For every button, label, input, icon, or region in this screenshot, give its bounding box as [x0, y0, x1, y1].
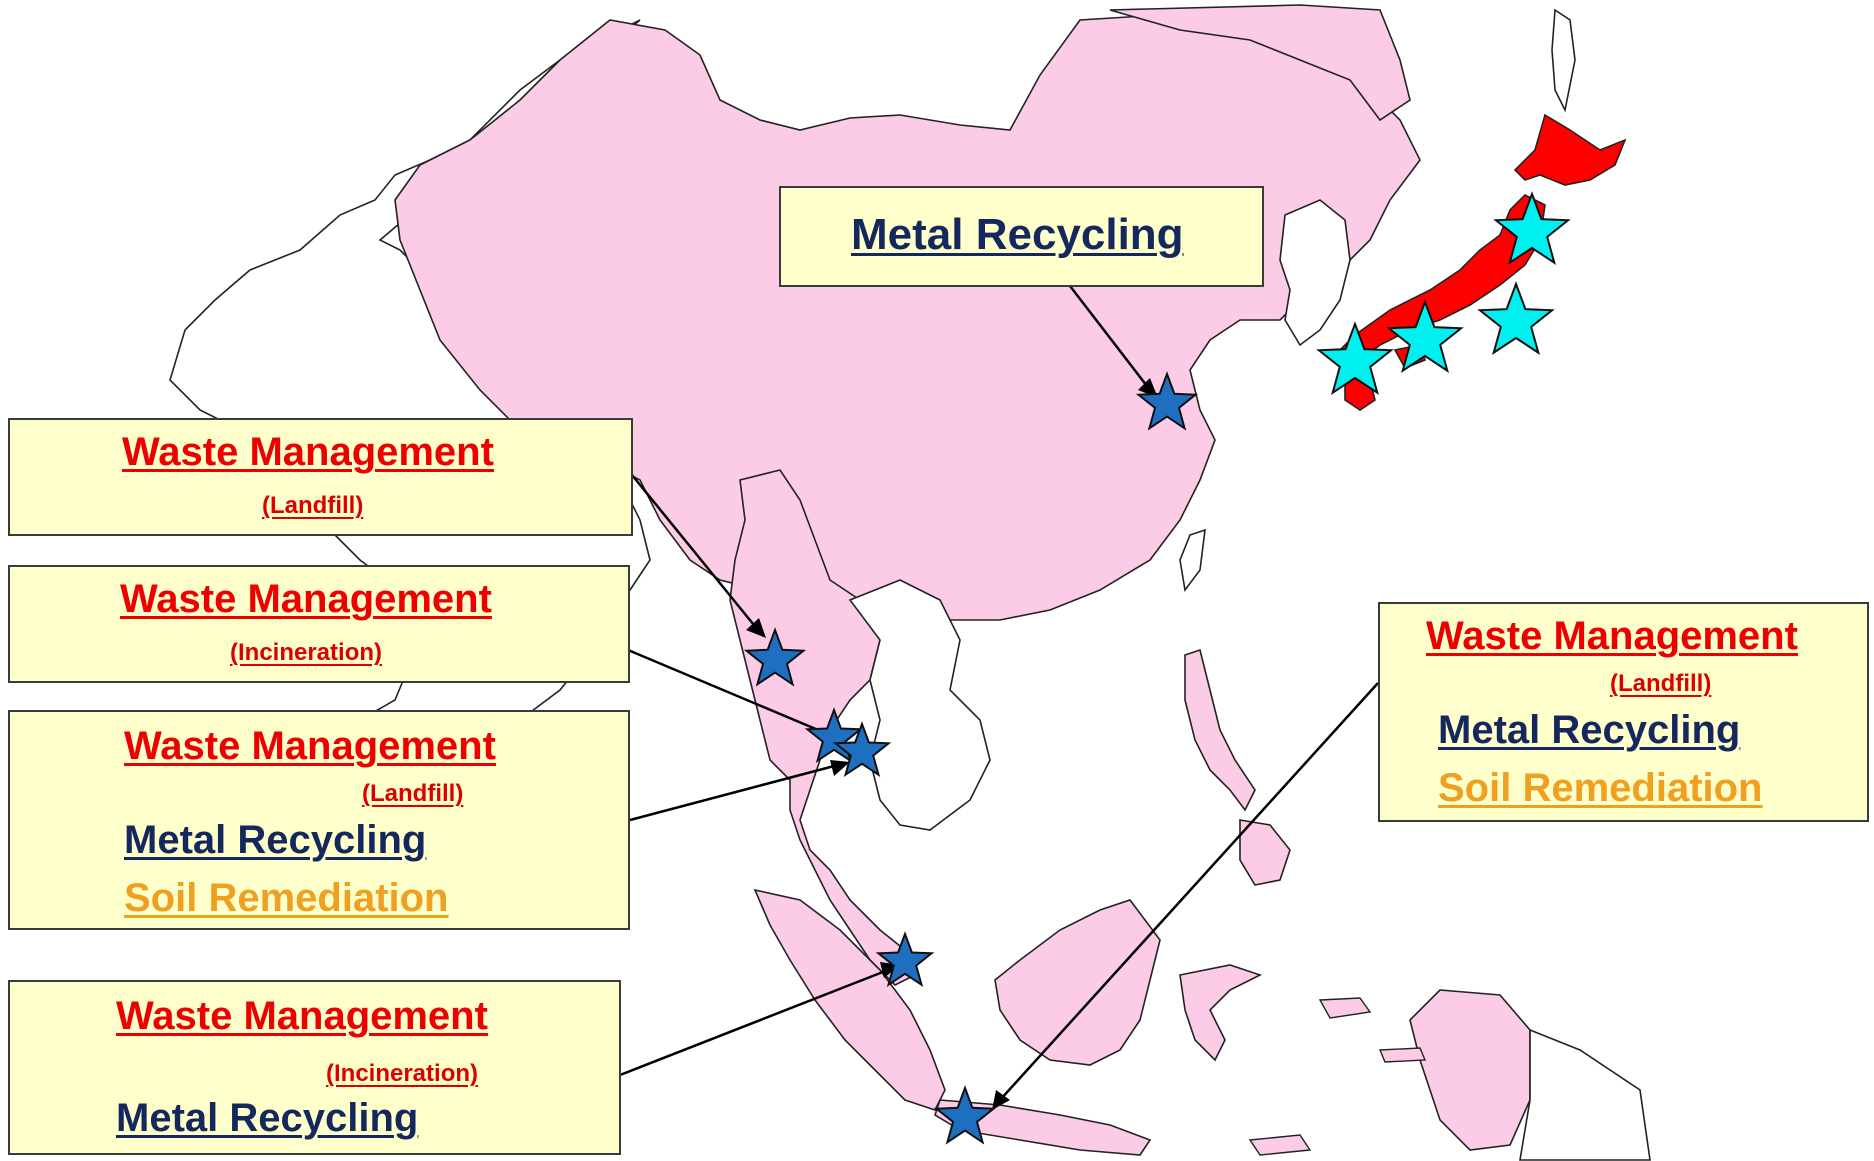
incineration-label: (Incineration)	[230, 639, 383, 666]
incineration-label: (Incineration)	[326, 1060, 479, 1087]
taiwan-land	[1179, 528, 1206, 592]
star-icon	[1316, 321, 1394, 395]
star-icon	[1386, 299, 1464, 373]
waste-management-label: Waste Management	[116, 994, 488, 1038]
metal-recycling-label: Metal Recycling	[124, 818, 427, 862]
korea-land	[1279, 199, 1351, 347]
small-islands	[1248, 997, 1427, 1156]
callout-thailand-2: Waste Management (Landfill) Metal Recycl…	[8, 710, 630, 930]
star-icon	[933, 1085, 997, 1145]
sumatra-land	[753, 888, 946, 1111]
indochina-land	[848, 579, 991, 831]
metal-recycling-label: Metal Recycling	[1438, 708, 1741, 752]
star-icon	[1493, 191, 1571, 265]
star-icon	[875, 931, 935, 988]
star-icon	[804, 707, 864, 764]
star-icon	[743, 627, 807, 687]
star-icon	[1135, 371, 1199, 431]
waste-management-label: Waste Management	[1426, 614, 1798, 658]
callout-malaysia: Waste Management (Incineration) Metal Re…	[8, 980, 621, 1155]
waste-management-label: Waste Management	[124, 724, 496, 768]
star-icon	[832, 721, 892, 778]
russia-land	[1109, 4, 1411, 122]
soil-remediation-label: Soil Remediation	[124, 876, 449, 920]
site-markers	[743, 191, 1571, 1145]
landfill-label: (Landfill)	[1610, 670, 1712, 697]
callout-myanmar: Waste Management (Landfill)	[8, 418, 633, 536]
philippines-land	[1184, 648, 1291, 886]
metal-recycling-label: Metal Recycling	[116, 1096, 419, 1140]
sakhalin-land	[1551, 8, 1576, 113]
landfill-label: (Landfill)	[262, 492, 364, 519]
landfill-label: (Landfill)	[362, 780, 464, 807]
china-land	[394, 14, 1421, 621]
papua-land	[1519, 1028, 1651, 1161]
sulawesi-land	[1179, 964, 1263, 1062]
waste-management-label: Waste Management	[120, 577, 492, 621]
waste-management-label: Waste Management	[122, 430, 494, 474]
callout-china: Metal Recycling	[779, 186, 1264, 287]
borneo-land	[994, 899, 1161, 1066]
star-icon	[1477, 281, 1555, 355]
soil-remediation-label: Soil Remediation	[1438, 766, 1763, 810]
arrow-lines	[619, 285, 1379, 1101]
new-guinea-land	[1409, 989, 1531, 1151]
metal-recycling-label: Metal Recycling	[851, 210, 1184, 259]
callout-thailand-1: Waste Management (Incineration)	[8, 565, 630, 683]
callout-indonesia: Waste Management (Landfill) Metal Recycl…	[1378, 602, 1869, 822]
